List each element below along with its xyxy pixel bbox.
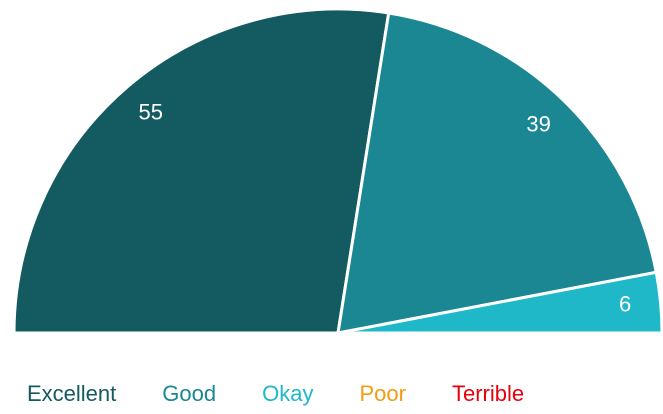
legend-label: Okay [262, 381, 313, 406]
slice [337, 270, 663, 335]
slice [12, 7, 391, 335]
slice [336, 11, 659, 335]
slice-label: 39 [526, 112, 550, 137]
legend-label: Excellent [27, 381, 116, 406]
slice-label: 55 [138, 100, 162, 125]
legend-label: Poor [359, 381, 405, 406]
legend-label: Terrible [452, 381, 524, 406]
slice-label: 6 [619, 292, 631, 317]
legend-label: Good [162, 381, 216, 406]
